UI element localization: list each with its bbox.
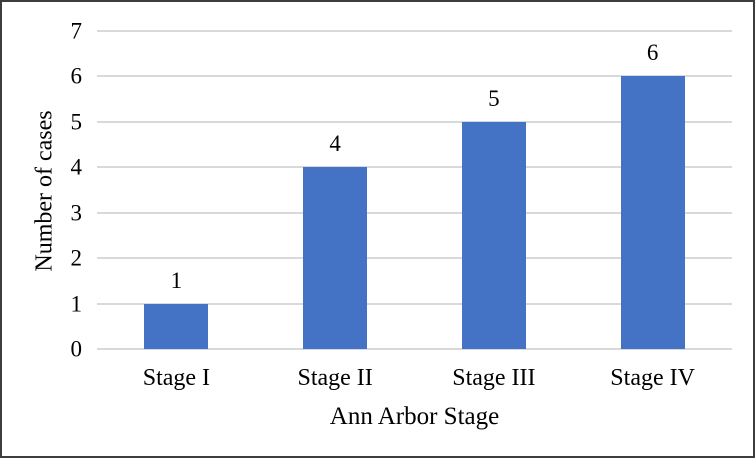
bar-stage-iv xyxy=(620,76,685,349)
plot-area: 1 4 5 6 xyxy=(97,30,732,350)
gridline xyxy=(97,166,732,169)
y-tick-label: 6 xyxy=(70,63,83,89)
y-tick-label: 1 xyxy=(70,291,83,317)
y-tick-label: 2 xyxy=(70,245,83,271)
x-tick-label: Stage I xyxy=(142,365,211,391)
y-tick-label: 4 xyxy=(70,154,83,180)
gridline xyxy=(97,302,732,305)
gridline xyxy=(97,348,732,350)
gridline xyxy=(97,257,732,260)
bar-value-label: 4 xyxy=(329,131,341,157)
x-tick-label: Stage IV xyxy=(610,365,695,391)
y-axis-ticks: 0 1 2 3 4 5 6 7 xyxy=(2,2,83,456)
x-tick-label: Stage III xyxy=(452,365,536,391)
x-tick-label: Stage II xyxy=(297,365,373,391)
bar-stage-ii xyxy=(303,167,368,349)
bar-value-label: 6 xyxy=(646,40,659,66)
bar-stage-iii xyxy=(461,121,526,349)
gridline xyxy=(97,120,732,123)
bar-value-label: 1 xyxy=(170,267,183,293)
y-tick-label: 3 xyxy=(70,200,83,226)
y-tick-label: 5 xyxy=(70,109,83,135)
gridline xyxy=(97,30,732,32)
x-axis-labels: Stage I Stage II Stage III Stage IV xyxy=(97,365,732,397)
gridline xyxy=(97,211,732,214)
y-tick-label: 0 xyxy=(70,336,83,362)
bar-stage-i xyxy=(144,303,209,349)
x-axis-title: Ann Arbor Stage xyxy=(329,403,500,430)
gridline xyxy=(97,75,732,78)
y-tick-label: 7 xyxy=(70,18,83,44)
bar-value-label: 5 xyxy=(488,85,500,111)
